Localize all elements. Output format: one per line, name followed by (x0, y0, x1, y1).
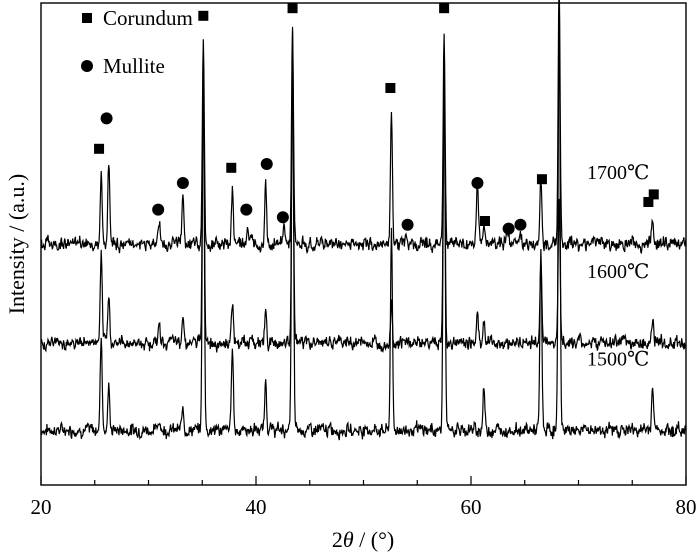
mullite-marker (176, 177, 189, 189)
corundum-marker (226, 162, 237, 173)
mullite-marker (100, 112, 113, 125)
mullite-marker (260, 158, 273, 170)
corundum-marker (439, 3, 450, 14)
mullite-marker (276, 211, 289, 224)
legend-label-corundum: Corundum (103, 6, 193, 30)
series-label-1: 1600℃ (587, 261, 649, 283)
series-line-1 (40, 64, 687, 353)
x-tick-label-60: 60 (461, 495, 482, 519)
legend-circle-marker (81, 60, 93, 72)
x-tick-label-20: 20 (31, 495, 52, 519)
corundum-marker (648, 189, 659, 200)
corundum-marker (536, 174, 547, 185)
x-axis-ticks (40, 476, 687, 485)
legend-square-marker (82, 13, 92, 23)
corundum-marker (479, 216, 490, 226)
y-axis-label: Intensity / (a.u.) (4, 174, 29, 315)
series-line-0 (40, 11, 687, 441)
x-tick-label-80: 80 (676, 495, 697, 519)
mullite-marker (502, 222, 515, 235)
series-label-2: 1700℃ (587, 162, 649, 184)
series-labels: 1500℃ 1600℃ 1700℃ (587, 162, 649, 370)
x-tick-label-40: 40 (246, 495, 267, 519)
corundum-marker (643, 197, 654, 207)
series-group (40, 0, 687, 441)
mullite-marker (401, 218, 414, 231)
corundum-marker (385, 83, 396, 93)
mullite-marker (152, 203, 165, 216)
phase-markers (94, 3, 659, 235)
corundum-marker (198, 10, 209, 21)
mullite-marker (514, 218, 527, 231)
legend-label-mullite: Mullite (103, 54, 165, 78)
corundum-marker (287, 3, 298, 14)
series-line-2 (40, 0, 687, 255)
legend: Corundum Mullite (81, 6, 193, 78)
mullite-marker (240, 203, 253, 216)
corundum-marker (94, 143, 105, 154)
x-axis-label: 2θ / (°) (332, 527, 394, 552)
mullite-marker (471, 177, 484, 189)
series-label-0: 1500℃ (587, 348, 649, 370)
